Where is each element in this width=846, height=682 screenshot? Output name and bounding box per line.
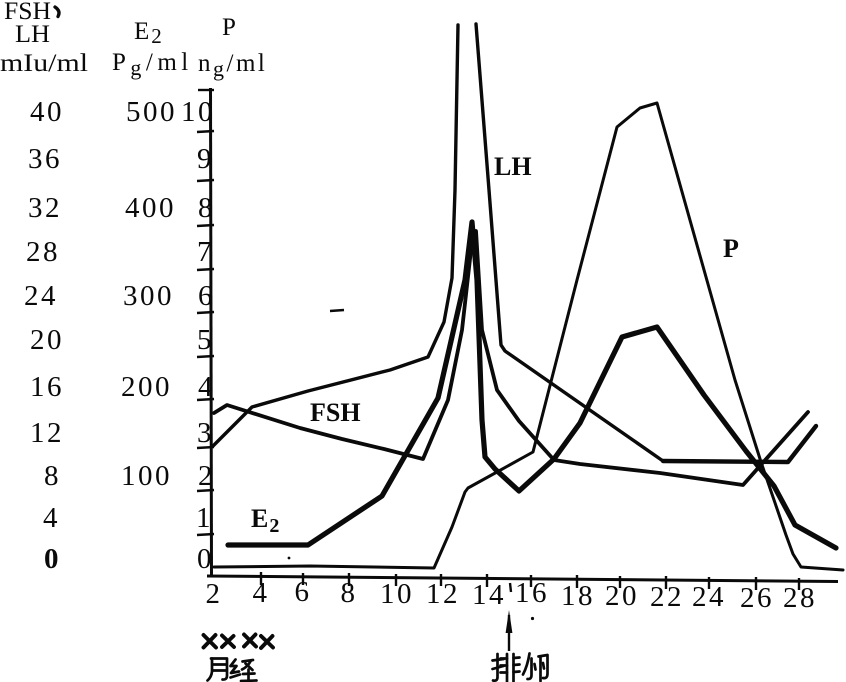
svg-text:9: 9 [197,143,214,175]
svg-text:28: 28 [783,582,817,614]
svg-text:400: 400 [125,192,176,224]
svg-text:100: 100 [121,460,172,492]
svg-text:1: 1 [196,502,213,534]
svg-text:4: 4 [43,502,60,534]
svg-text:FSH: FSH [4,0,51,25]
svg-text:12: 12 [30,417,64,449]
svg-text:24: 24 [692,581,726,613]
svg-text:P: P [222,14,236,41]
svg-text:12: 12 [426,578,460,610]
svg-text:16: 16 [515,577,549,609]
svg-text:6: 6 [198,280,215,312]
svg-text:22: 22 [650,581,684,613]
svg-text:0: 0 [44,543,61,575]
svg-text:26: 26 [740,582,774,614]
svg-text:2: 2 [206,578,223,610]
svg-text:mIu/ml: mIu/ml [0,50,88,77]
svg-text:8: 8 [198,192,215,224]
svg-text:10: 10 [380,578,414,610]
svg-text:16: 16 [30,371,64,403]
svg-text:200: 200 [121,371,172,403]
svg-text:LH: LH [15,21,50,48]
svg-text:0: 0 [197,543,214,575]
svg-text:ng/ml: ng/ml [198,50,267,81]
svg-text:24: 24 [24,280,58,312]
svg-text:7: 7 [197,236,214,268]
svg-text:Pg/ml: Pg/ml [112,49,193,80]
svg-text:20: 20 [605,580,639,612]
svg-text:4: 4 [253,577,270,609]
svg-text:10: 10 [181,96,215,128]
svg-text:18: 18 [561,580,595,612]
svg-text:20: 20 [30,324,64,356]
svg-text:14: 14 [472,579,506,611]
svg-text:300: 300 [123,280,174,312]
svg-text:4: 4 [198,371,215,403]
svg-text:FSH: FSH [310,398,361,427]
svg-text:6: 6 [295,576,312,608]
svg-text:36: 36 [28,143,62,175]
svg-text:500: 500 [126,96,177,128]
svg-text:P: P [723,234,739,263]
svg-text:3: 3 [197,417,214,449]
svg-text:32: 32 [28,192,62,224]
svg-text:8: 8 [44,460,61,492]
svg-text:2: 2 [198,460,215,492]
svg-text:8: 8 [341,577,358,609]
svg-text:40: 40 [30,96,64,128]
svg-text:28: 28 [26,236,60,268]
svg-text:LH: LH [494,152,532,181]
svg-text:5: 5 [197,324,214,356]
